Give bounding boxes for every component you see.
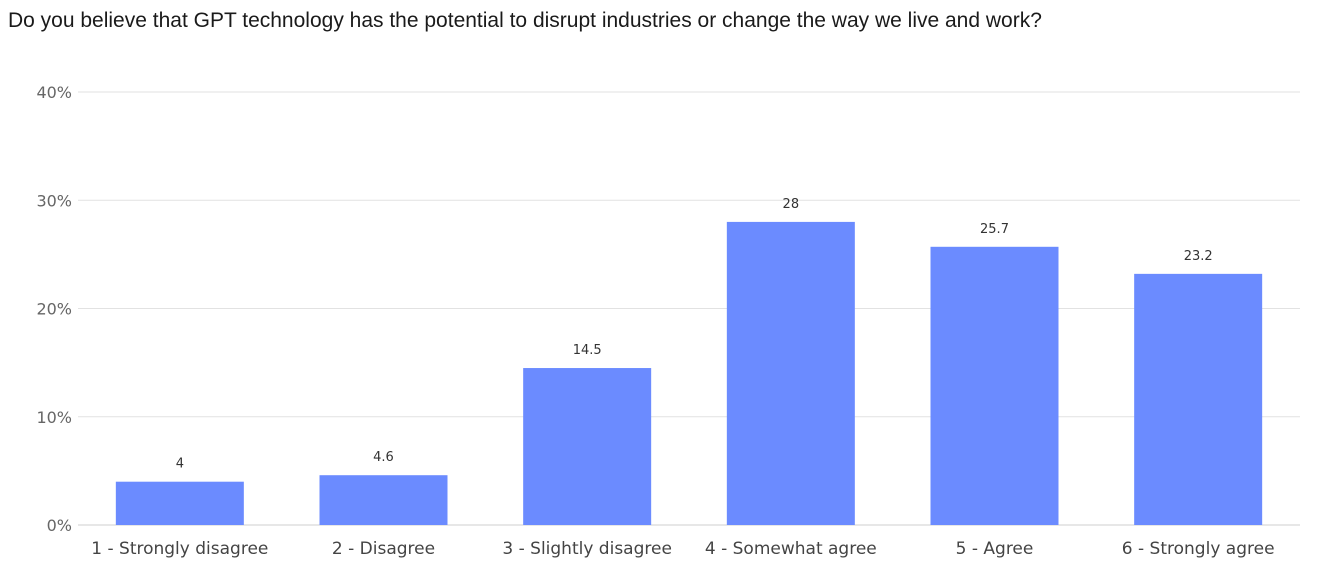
bar-value-label: 14.5 (573, 343, 602, 358)
x-tick-label: 6 - Strongly agree (1122, 539, 1275, 559)
bar (726, 221, 855, 525)
bar (319, 475, 448, 525)
bar-value-label: 25.7 (980, 222, 1009, 237)
bar (115, 481, 244, 525)
y-axis-ticks: 0% 10% 20% 30% 40% (36, 83, 72, 535)
y-tick-label: 40% (36, 83, 72, 102)
x-tick-label: 5 - Agree (956, 539, 1034, 559)
bar-value-label: 4.6 (373, 450, 394, 465)
x-tick-label: 4 - Somewhat agree (705, 539, 877, 559)
data-labels: 4 4.6 14.5 28 25.7 23.2 (176, 197, 1213, 472)
x-tick-label: 3 - Slightly disagree (502, 539, 672, 559)
y-tick-label: 20% (36, 300, 72, 319)
bars (115, 221, 1263, 526)
chart-title: Do you believe that GPT technology has t… (8, 9, 1042, 32)
bar (1134, 273, 1263, 525)
bar (523, 368, 652, 525)
y-tick-label: 0% (47, 516, 72, 535)
bar (930, 246, 1059, 526)
x-tick-label: 2 - Disagree (332, 539, 435, 559)
x-tick-label: 1 - Strongly disagree (91, 539, 268, 559)
bar-value-label: 4 (176, 457, 184, 472)
y-tick-label: 10% (36, 408, 72, 427)
bar-value-label: 28 (783, 197, 800, 212)
y-tick-label: 30% (36, 191, 72, 210)
bar-value-label: 23.2 (1184, 249, 1213, 264)
x-axis-ticks: 1 - Strongly disagree 2 - Disagree 3 - Sli… (91, 539, 1274, 559)
gridlines (78, 91, 1300, 526)
